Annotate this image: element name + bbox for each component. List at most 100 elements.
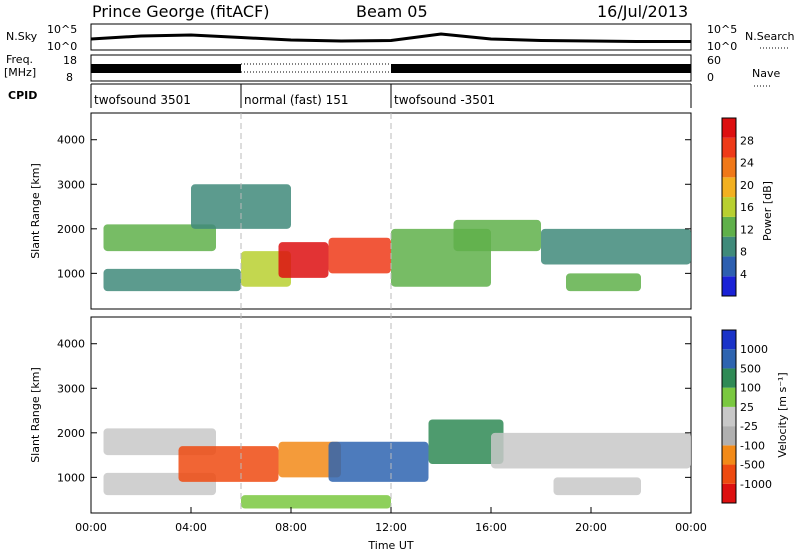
x-tick-label: 00:00 bbox=[675, 521, 707, 534]
colorbar-swatch bbox=[722, 177, 736, 198]
colorbar-tick-label: 8 bbox=[740, 246, 747, 259]
y-tick-label: 2000 bbox=[57, 427, 85, 440]
colorbar-tick-label: -500 bbox=[740, 459, 765, 472]
echo-region bbox=[541, 228, 691, 265]
y-tick-label: 3000 bbox=[57, 382, 85, 395]
cpid-segment-label: twofsound -3501 bbox=[394, 93, 495, 107]
x-tick-label: 20:00 bbox=[575, 521, 607, 534]
echo-region bbox=[103, 224, 216, 252]
colorbar-tick-label: 20 bbox=[740, 179, 754, 192]
colorbar-swatch bbox=[722, 349, 736, 369]
echo-region bbox=[453, 219, 541, 252]
y-tick-label: 4000 bbox=[57, 134, 85, 147]
nsearch-ytick-top: 10^5 bbox=[707, 23, 737, 36]
colorbar-tick-label: -25 bbox=[740, 420, 758, 433]
colorbar-tick-label: 24 bbox=[740, 157, 754, 170]
colorbar-swatch bbox=[722, 216, 736, 237]
freq-label-line1: Freq. bbox=[6, 53, 33, 66]
colorbar-swatch bbox=[722, 276, 736, 296]
beam-label: Beam 05 bbox=[356, 2, 428, 21]
echo-region bbox=[566, 273, 641, 292]
colorbar-swatch bbox=[722, 137, 736, 158]
nsky-line bbox=[90, 32, 691, 43]
colorbar-swatch bbox=[722, 330, 736, 350]
power-colorbar: 4 8 12 16 20 24 28 bbox=[721, 117, 754, 297]
echo-region bbox=[103, 268, 241, 292]
echo-region bbox=[178, 446, 279, 482]
cpid-segment-label: normal (fast) 151 bbox=[244, 93, 348, 107]
colorbar-tick-label: 1000 bbox=[740, 343, 768, 356]
echo-region bbox=[278, 441, 341, 478]
cpid-panel: twofsound 3501 normal (fast) 151 twofsound… bbox=[90, 83, 692, 108]
colorbar-tick-label: 100 bbox=[740, 382, 761, 395]
colorbar-tick-label: -100 bbox=[740, 439, 765, 452]
freq-segment bbox=[91, 64, 241, 73]
colorbar-tick-label: 28 bbox=[740, 134, 754, 147]
y-tick-label: 2000 bbox=[57, 223, 85, 236]
echo-region bbox=[328, 441, 429, 482]
colorbar-tick-label: 4 bbox=[740, 268, 747, 281]
colorbar-swatch bbox=[722, 426, 736, 446]
date-label: 16/Jul/2013 bbox=[597, 2, 688, 21]
x-tick-label: 00:00 bbox=[75, 521, 107, 534]
colorbar-swatch bbox=[722, 387, 736, 407]
nsearch-label: N.Search bbox=[745, 30, 795, 43]
freq-ytick-bottom: 8 bbox=[66, 71, 73, 84]
freq-label-line2: [MHz] bbox=[4, 66, 36, 79]
colorbar-swatch bbox=[722, 236, 736, 257]
colorbar-tick-label: 500 bbox=[740, 362, 761, 375]
colorbar-tick-label: 12 bbox=[740, 223, 754, 236]
echo-region bbox=[553, 477, 641, 496]
freq-ytick-top: 18 bbox=[63, 54, 77, 67]
power-echoes bbox=[103, 184, 691, 292]
cpid-label: CPID bbox=[8, 89, 37, 102]
cpid-segments: twofsound 3501 normal (fast) 151 twofsound… bbox=[90, 84, 692, 108]
velocity-ylabel: Slant Range [km] bbox=[29, 367, 42, 463]
velocity-colorbar: -1000 -500 -100 -25 25 100 500 1000 bbox=[721, 329, 772, 504]
nave-ytick-top: 60 bbox=[707, 54, 721, 67]
power-cbar-label: Power [dB] bbox=[761, 181, 774, 241]
colorbar-tick-label: 16 bbox=[740, 201, 754, 214]
y-tick-label: 4000 bbox=[57, 338, 85, 351]
y-tick-label: 1000 bbox=[57, 267, 85, 280]
colorbar-swatch bbox=[722, 197, 736, 217]
power-panel: 1000 2000 3000 4000 Slant Range [km] 4 8 12 16… bbox=[29, 112, 774, 310]
colorbar-swatch bbox=[722, 445, 736, 465]
y-tick-label: 3000 bbox=[57, 178, 85, 191]
cpid-segment-label: twofsound 3501 bbox=[94, 93, 191, 107]
colorbar-swatch bbox=[722, 368, 736, 388]
echo-region bbox=[241, 495, 391, 509]
colorbar-tick-label: -1000 bbox=[740, 478, 772, 491]
echo-region bbox=[278, 242, 329, 278]
echo-region bbox=[328, 237, 391, 274]
nsky-ytick-top: 10^5 bbox=[47, 23, 77, 36]
colorbar-swatch bbox=[722, 406, 736, 427]
x-tick-label: 04:00 bbox=[175, 521, 207, 534]
nsky-label: N.Sky bbox=[6, 30, 38, 43]
x-tick-label: 12:00 bbox=[375, 521, 407, 534]
echo-region bbox=[428, 419, 504, 464]
nsky-series bbox=[90, 32, 691, 43]
echo-region bbox=[491, 432, 691, 469]
colorbar-swatch bbox=[722, 118, 736, 138]
colorbar-swatch bbox=[722, 157, 736, 178]
colorbar-swatch bbox=[722, 464, 736, 484]
colorbar-swatch bbox=[722, 483, 736, 503]
x-tick-label: 16:00 bbox=[475, 521, 507, 534]
colorbar-swatch bbox=[722, 256, 736, 277]
colorbar-tick-label: 25 bbox=[740, 401, 754, 414]
colorbar-frame bbox=[721, 117, 737, 297]
freq-segment bbox=[391, 64, 691, 73]
nsearch-ytick-bottom: 10^0 bbox=[707, 40, 737, 53]
nsky-ytick-bottom: 10^0 bbox=[47, 40, 77, 53]
power-ylabel: Slant Range [km] bbox=[29, 163, 42, 259]
nsky-panel: 10^5 10^0 10^5 10^0 bbox=[47, 23, 737, 53]
velocity-cbar-label: Velocity [m s⁻¹] bbox=[776, 372, 789, 457]
power-yticks: 1000 2000 3000 4000 bbox=[57, 134, 691, 280]
freq-panel: 18 8 60 0 bbox=[63, 54, 721, 84]
time-axis: 00:00 04:00 08:00 12:00 16:00 20:00 00:00 bbox=[75, 507, 707, 534]
x-tick-label: 08:00 bbox=[275, 521, 307, 534]
velocity-echoes bbox=[103, 419, 691, 509]
